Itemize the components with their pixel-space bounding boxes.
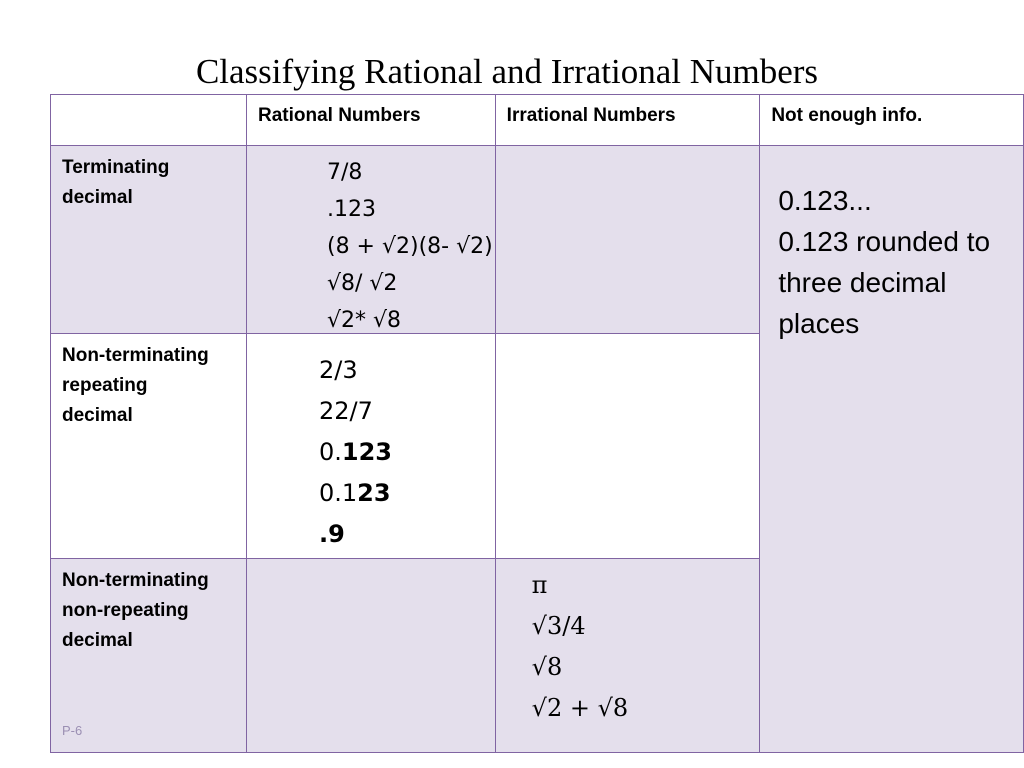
row-label-repeating: Non-terminating repeating decimal	[50, 333, 247, 559]
list-repeating-rational: 2/3 22/7 0.123 0.123 .9	[319, 350, 392, 555]
slide-title: Classifying Rational and Irrational Numb…	[195, 52, 819, 91]
classification-table: Rational Numbers Irrational Numbers Not …	[50, 94, 1024, 753]
list-item: 22/7	[318, 397, 373, 425]
list-non-repeating-irrational: π √3/4 √8 √2 + √8	[532, 565, 629, 729]
list-item: 0.123...	[778, 185, 872, 216]
row-label-terminating: Terminating decimal	[50, 145, 247, 334]
list-item: 2/3	[318, 356, 358, 384]
list-item: 7/8	[326, 160, 363, 185]
row-repeating: Non-terminating repeating decimal 2/3 22…	[50, 333, 1024, 559]
header-rational: Rational Numbers	[245, 94, 496, 146]
cell-terminating-irrational	[494, 145, 761, 334]
list-item: 0.123	[318, 479, 391, 507]
list-item: (8 + √2)(8- √2)	[326, 234, 493, 259]
header-irrational: Irrational Numbers	[494, 94, 761, 146]
list-item: √3/4	[531, 612, 586, 640]
list-item: √8/ √2	[326, 271, 398, 296]
row-terminating: Terminating decimal 7/8 .123 (8 + √2)(8-…	[50, 145, 1024, 753]
list-item: 0.123	[318, 438, 392, 466]
header-corner	[50, 94, 247, 146]
list-item: .9	[318, 520, 345, 548]
cell-terminating-rational: 7/8 .123 (8 + √2)(8- √2) √8/ √2 √2* √8	[245, 145, 496, 334]
list-item: π	[531, 571, 548, 599]
cell-repeating-irrational	[494, 333, 761, 559]
cell-not-enough-info: 0.123... 0.123 rounded to three decimal …	[759, 145, 1024, 753]
cell-repeating-rational: 2/3 22/7 0.123 0.123 .9	[245, 333, 496, 559]
slide-number: P-6	[62, 723, 83, 738]
list-item: √2* √8	[326, 308, 402, 333]
header-row: Rational Numbers Irrational Numbers Not …	[50, 94, 1024, 146]
header-not-enough-info: Not enough info.	[759, 94, 1024, 146]
cell-non-repeating-irrational: π √3/4 √8 √2 + √8	[494, 558, 761, 753]
list-item: 0.123 rounded to three decimal places	[778, 226, 991, 339]
list-item: √8	[531, 653, 563, 681]
not-enough-info-list: 0.123... 0.123 rounded to three decimal …	[778, 180, 1008, 344]
list-terminating-rational: 7/8 .123 (8 + √2)(8- √2) √8/ √2 √2* √8	[327, 154, 493, 339]
row-label-non-repeating: Non-terminating non-repeating decimal P-…	[50, 558, 247, 753]
list-item: .123	[326, 197, 376, 222]
row-non-repeating: Non-terminating non-repeating decimal P-…	[50, 558, 1024, 753]
cell-non-repeating-rational	[245, 558, 496, 753]
list-item: √2 + √8	[531, 694, 629, 722]
